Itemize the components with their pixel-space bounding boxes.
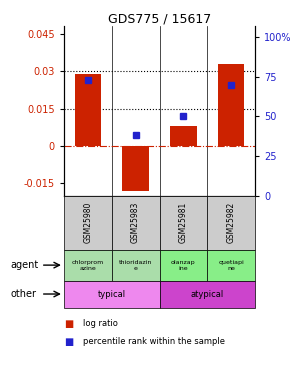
Bar <box>170 126 197 146</box>
Text: ■: ■ <box>64 338 73 348</box>
Bar <box>112 250 160 280</box>
Bar <box>218 64 244 146</box>
Bar <box>64 250 112 280</box>
Bar <box>75 74 101 146</box>
Text: ■: ■ <box>64 319 73 329</box>
Bar <box>112 196 160 250</box>
Text: GSM25983: GSM25983 <box>131 202 140 243</box>
Text: thioridazin
e: thioridazin e <box>119 260 152 270</box>
Bar <box>160 280 255 308</box>
Text: GSM25980: GSM25980 <box>83 202 92 243</box>
Text: typical: typical <box>98 290 126 298</box>
Text: chlorprom
azine: chlorprom azine <box>72 260 104 270</box>
Bar <box>160 196 207 250</box>
Title: GDS775 / 15617: GDS775 / 15617 <box>108 12 211 25</box>
Text: quetiapi
ne: quetiapi ne <box>218 260 244 270</box>
Bar <box>207 250 255 280</box>
Text: log ratio: log ratio <box>83 319 117 328</box>
Bar <box>122 146 149 191</box>
Text: percentile rank within the sample: percentile rank within the sample <box>83 338 225 346</box>
Bar <box>64 280 160 308</box>
Text: olanzap
ine: olanzap ine <box>171 260 196 270</box>
Text: other: other <box>10 289 36 299</box>
Text: GSM25982: GSM25982 <box>227 202 236 243</box>
Bar <box>207 196 255 250</box>
Bar <box>64 196 112 250</box>
Text: agent: agent <box>10 260 39 270</box>
Bar <box>160 250 207 280</box>
Text: GSM25981: GSM25981 <box>179 202 188 243</box>
Text: atypical: atypical <box>191 290 224 298</box>
